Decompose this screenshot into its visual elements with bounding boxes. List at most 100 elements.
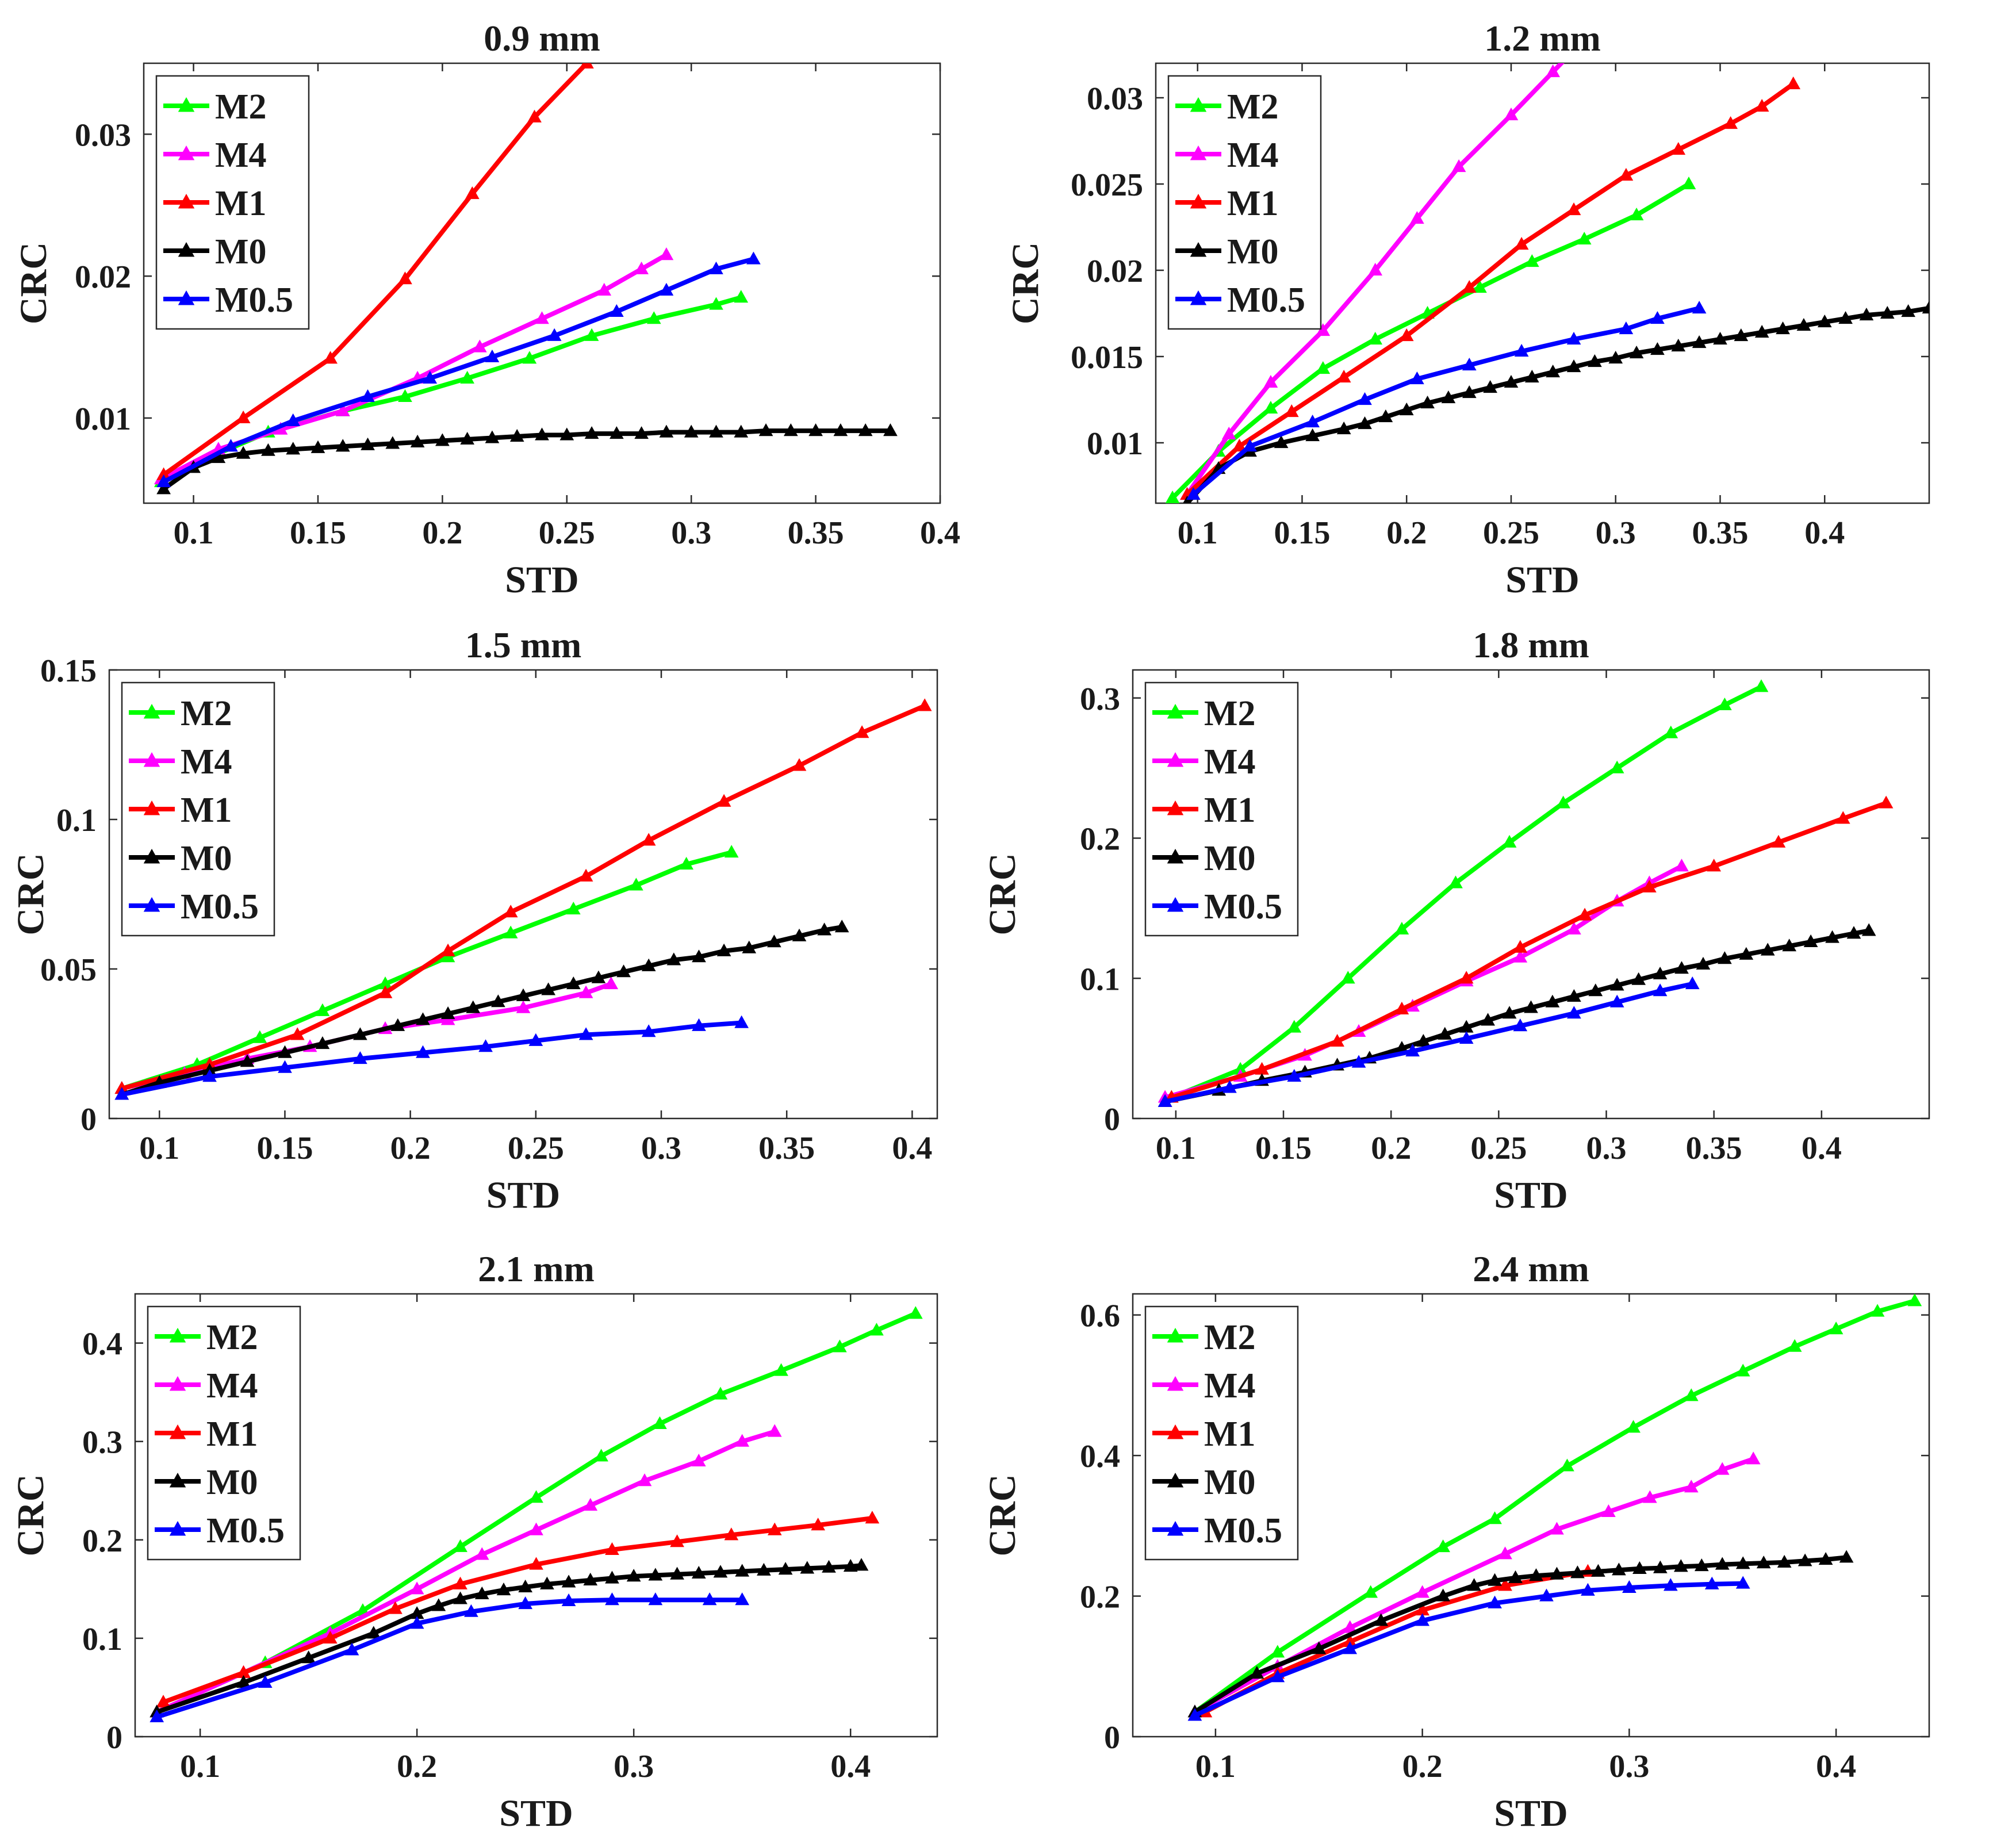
data-point-M1 (1336, 370, 1351, 383)
data-point-M0 (366, 1626, 381, 1639)
data-point-M0 (1650, 342, 1665, 355)
data-point-M4 (1550, 1522, 1564, 1535)
data-point-M0.5 (423, 370, 438, 384)
x-tick-label: 0.2 (390, 1131, 431, 1166)
data-point-M4 (1715, 1462, 1730, 1475)
data-point-M0.5 (1410, 371, 1424, 385)
data-point-M2 (1829, 1321, 1843, 1335)
legend-label: M0 (1204, 839, 1256, 878)
y-tick-label: 0.6 (1080, 1298, 1120, 1334)
data-point-M0.5 (518, 1596, 532, 1610)
data-point-M0 (496, 1583, 511, 1596)
data-point-M2 (566, 902, 581, 915)
data-point-M0 (1436, 1588, 1450, 1602)
data-point-M0.5 (202, 1069, 217, 1082)
data-point-M1 (1771, 834, 1786, 848)
data-point-M0.5 (1158, 1094, 1172, 1107)
x-tick-label: 0.35 (788, 515, 844, 551)
data-point-M2 (679, 857, 693, 870)
legend-label: M1 (181, 791, 232, 830)
data-point-M0.5 (561, 1593, 576, 1606)
data-point-M0.5 (735, 1592, 750, 1606)
chart-panel-5: 0.1 0.2 0.3 0.400.10.20.30.42.1 mmSTDCRCM2M… (10, 1248, 938, 1834)
data-point-M0.5 (344, 1642, 359, 1656)
chart-panel-1: 0.1 0.15 0.2 0.25 0.3 0.35 0.4 0.01 0.02 0.03 0.9 … (13, 18, 960, 601)
data-point-M2 (1233, 1062, 1248, 1075)
data-point-M1 (724, 1527, 739, 1541)
data-point-M0 (1715, 1557, 1730, 1570)
data-point-M0 (1438, 1026, 1452, 1040)
data-point-M0 (435, 433, 450, 446)
series-line-M1 (1202, 1569, 1590, 1715)
data-point-M1 (465, 186, 480, 200)
data-point-M2 (1473, 280, 1487, 293)
data-point-M0 (240, 1054, 255, 1067)
legend-label: M0 (206, 1463, 258, 1502)
data-point-M1 (527, 109, 542, 122)
x-tick-label: 0.25 (1470, 1131, 1527, 1166)
legend-marker-icon (178, 194, 195, 209)
data-point-M2 (1787, 1339, 1802, 1352)
data-point-M0.5 (1270, 1669, 1285, 1683)
data-point-M0 (1782, 938, 1797, 952)
x-tick-label: 0.4 (920, 515, 960, 551)
data-point-M2 (1436, 1539, 1450, 1553)
legend-marker-icon (1167, 1521, 1184, 1536)
data-point-M0 (1674, 961, 1689, 974)
legend-marker-icon (169, 1473, 186, 1488)
data-point-M2 (460, 370, 475, 384)
data-point-M0.5 (1539, 1588, 1554, 1602)
data-point-M0 (1692, 335, 1707, 348)
y-tick-label: 0.02 (75, 259, 131, 295)
data-point-M2 (1448, 875, 1463, 888)
chart-title: 1.5 mm (465, 625, 582, 665)
series-line-M2 (154, 1311, 918, 1715)
data-point-M0.5 (1305, 415, 1320, 428)
data-point-M2 (1718, 697, 1732, 711)
data-point-M0 (535, 427, 549, 440)
y-tick-label: 0.02 (1087, 254, 1143, 289)
x-tick-label: 0.15 (1274, 515, 1330, 551)
data-point-M0 (854, 1558, 869, 1571)
legend-label: M4 (1227, 136, 1279, 175)
data-point-M0.5 (702, 1592, 717, 1606)
data-point-M0 (416, 1012, 430, 1025)
data-point-M0 (1374, 1613, 1389, 1626)
legend-label: M1 (1227, 184, 1279, 223)
data-point-M1 (1330, 1033, 1344, 1047)
data-point-M0 (1631, 972, 1646, 985)
legend-label: M4 (215, 136, 267, 175)
data-point-M0 (335, 439, 350, 452)
data-point-M4 (604, 976, 619, 990)
data-point-M0 (1608, 351, 1623, 364)
data-point-M0 (609, 426, 624, 439)
data-point-M2 (908, 1306, 923, 1319)
data-point-M2 (1626, 1420, 1641, 1433)
data-point-M2 (1577, 232, 1592, 245)
chart-panel-4: 0.1 0.15 0.2 0.25 0.3 0.35 0.4 0 0.1 0.2 0.3 1.8 mm… (982, 625, 1930, 1216)
x-tick-label: 0.2 (1371, 1131, 1411, 1166)
data-point-M1 (716, 794, 731, 807)
data-point-M1 (1754, 99, 1769, 112)
data-point-M0 (1462, 385, 1477, 399)
data-point-M0 (1671, 339, 1686, 352)
data-point-M0 (1459, 1020, 1474, 1033)
data-point-M2 (1664, 725, 1678, 738)
data-point-M0 (1250, 1666, 1264, 1679)
data-point-M0.5 (1704, 1576, 1719, 1589)
data-point-M1 (1835, 811, 1850, 824)
data-point-M0 (734, 424, 749, 438)
data-point-M0 (800, 1561, 815, 1574)
data-point-M0 (757, 1562, 771, 1576)
y-tick-label: 0.2 (82, 1523, 122, 1559)
data-point-M2 (1907, 1294, 1922, 1307)
data-point-M1 (917, 698, 932, 711)
legend-marker-icon (169, 1328, 186, 1343)
data-point-M1 (1513, 940, 1528, 953)
data-point-M0.5 (156, 474, 171, 488)
data-point-M2 (724, 845, 739, 858)
x-tick-label: 0.25 (1483, 515, 1539, 551)
data-point-M4 (1674, 859, 1689, 872)
y-tick-label: 0.01 (1087, 426, 1143, 462)
y-tick-label: 0.015 (1071, 340, 1143, 376)
